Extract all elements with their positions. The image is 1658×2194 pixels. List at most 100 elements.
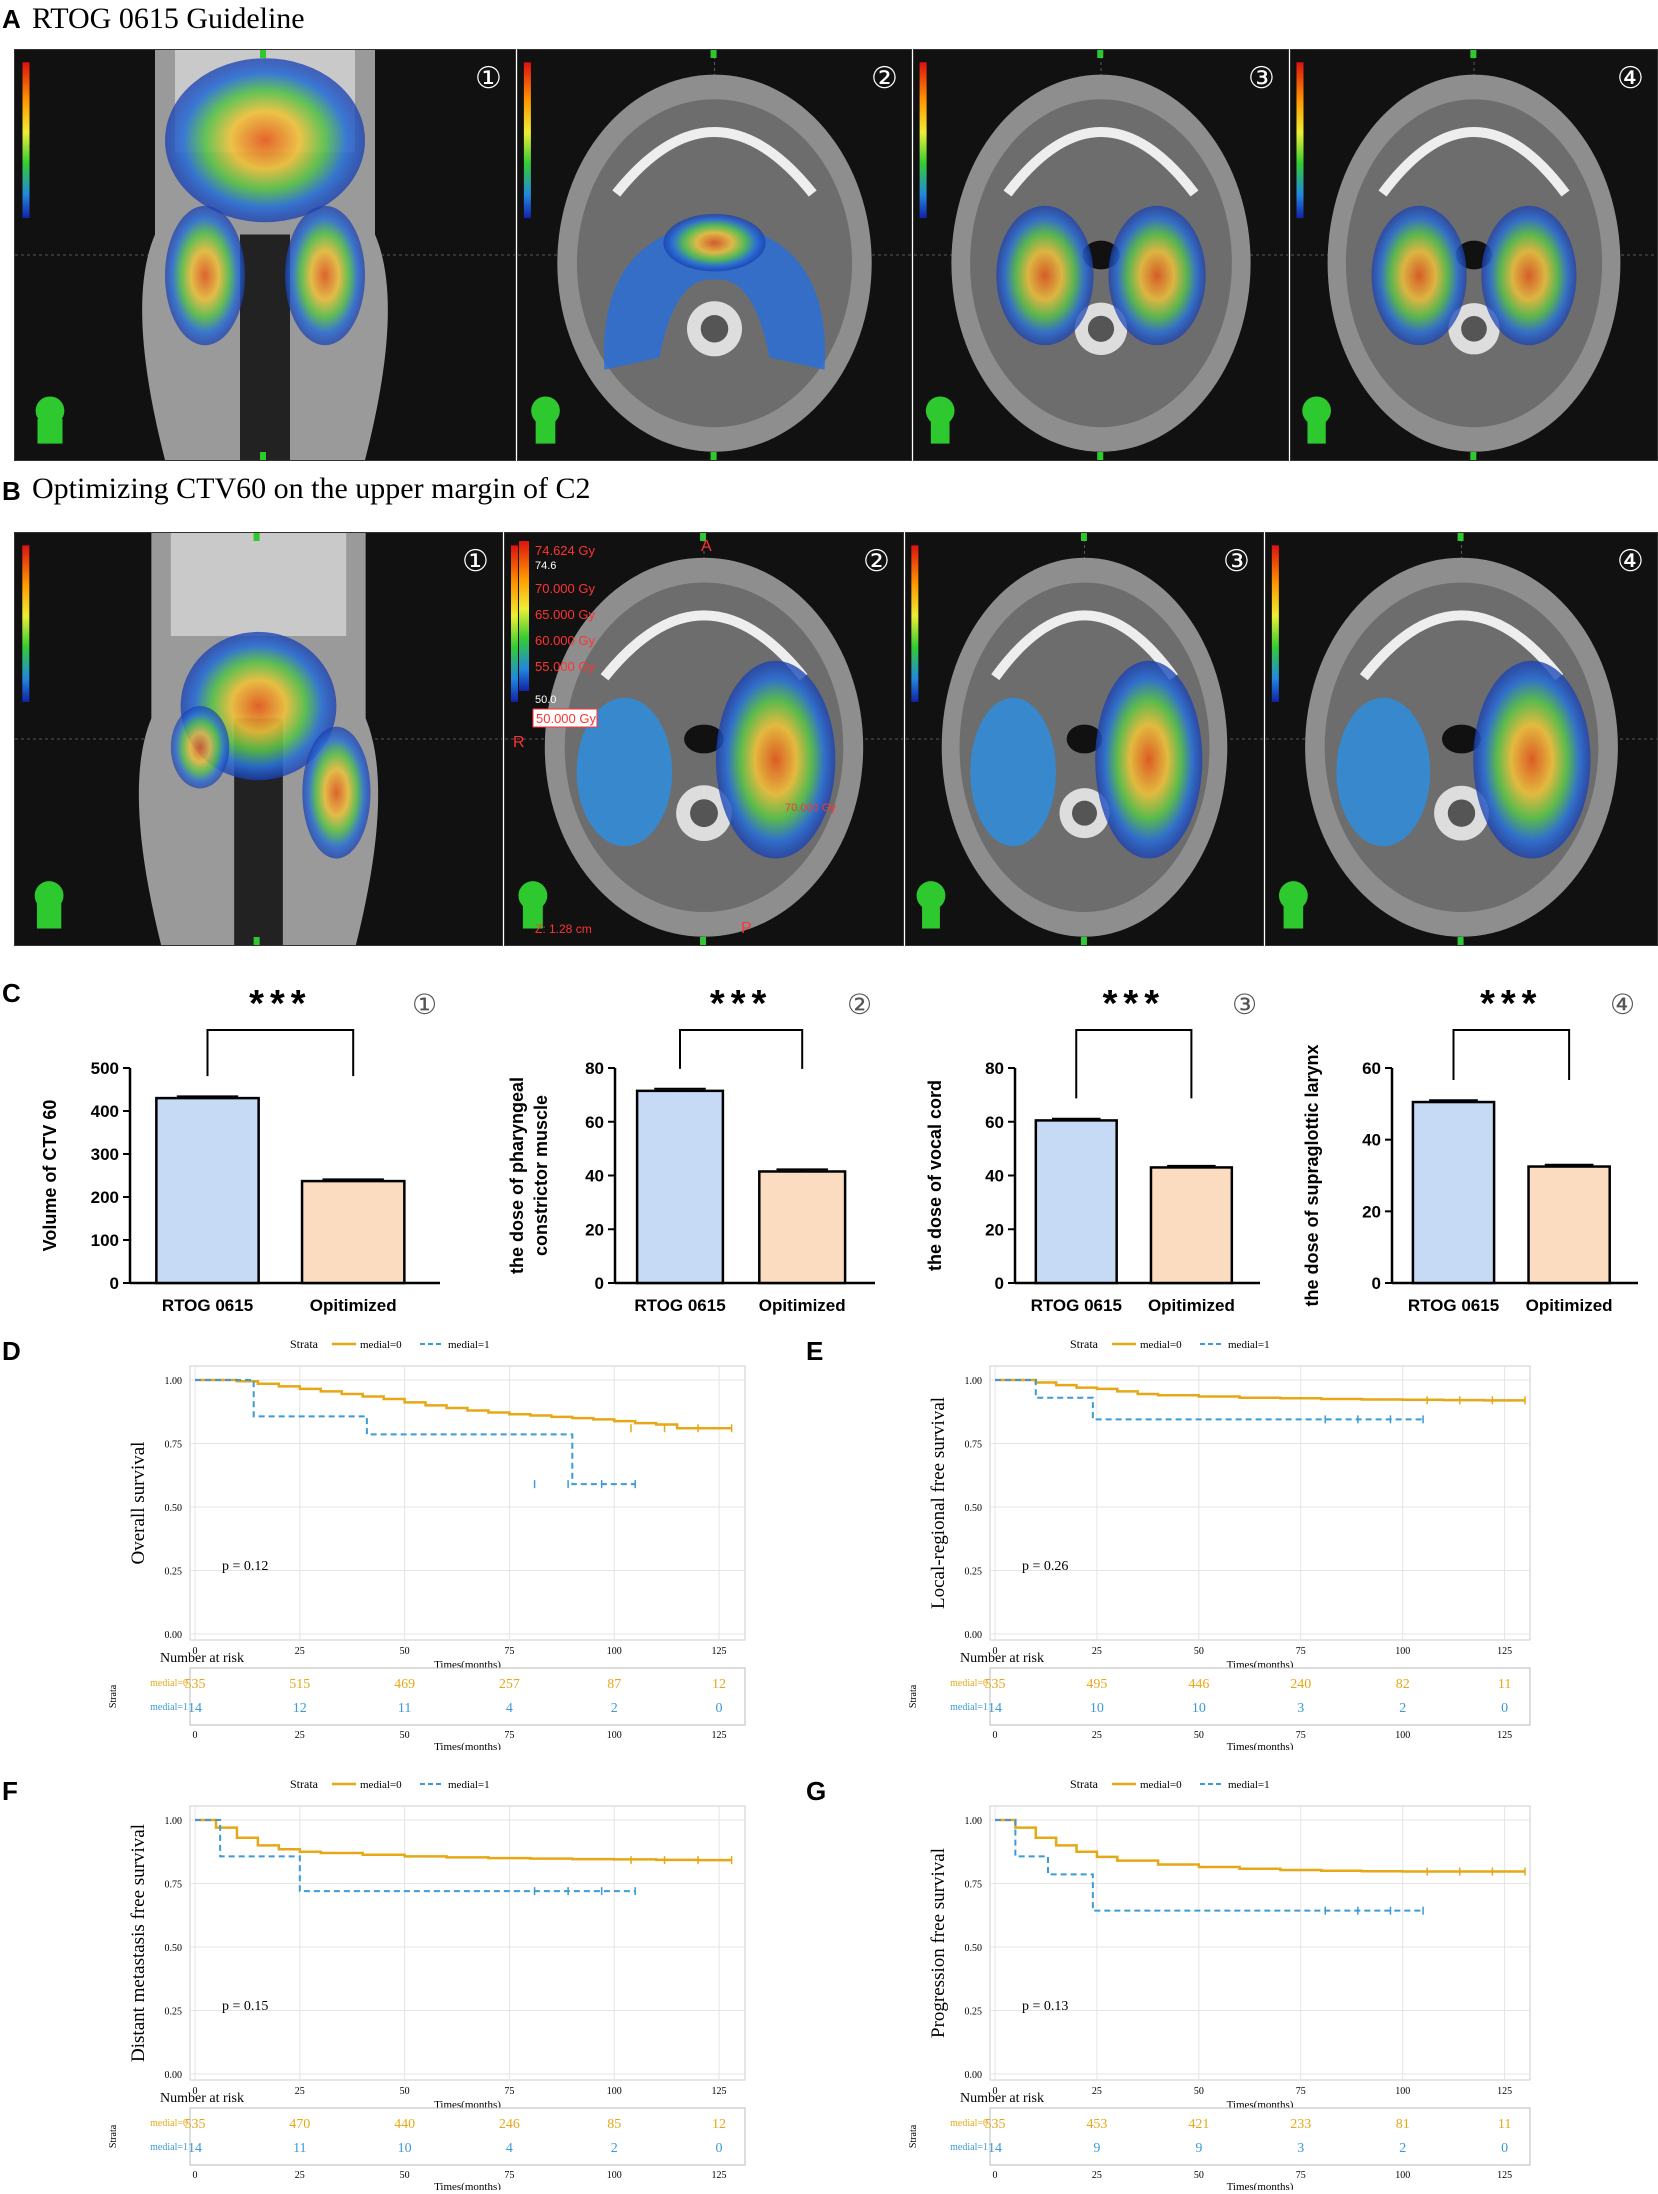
mandible bbox=[1378, 127, 1570, 197]
legend-top: 74.6 bbox=[535, 560, 556, 572]
risk-x-tick: 50 bbox=[400, 2170, 410, 2181]
risk-x-tick: 50 bbox=[400, 1730, 410, 1741]
risk-count-medial-1: 9 bbox=[1195, 2141, 1202, 2156]
y-tick-label: 0 bbox=[1372, 1274, 1381, 1293]
significance-stars: *** bbox=[710, 983, 772, 1025]
x-tick-label: 25 bbox=[1092, 2086, 1102, 2097]
x-tick-label: 0 bbox=[993, 1646, 998, 1657]
y-tick-label: 0 bbox=[110, 1274, 119, 1293]
y-tick-label: 0.75 bbox=[165, 1440, 183, 1451]
orientation-tick bbox=[253, 937, 260, 945]
y-tick-label: 40 bbox=[585, 1167, 604, 1186]
risk-x-tick: 100 bbox=[607, 1730, 622, 1741]
panel-label: G bbox=[806, 1776, 826, 1806]
patient-orientation-icon bbox=[930, 419, 950, 444]
dose-cloud bbox=[165, 58, 365, 223]
bar-chart-4: 0 20 40 60 the dose of supraglottic larynx RT… bbox=[1302, 983, 1638, 1315]
airway bbox=[684, 724, 724, 754]
significance-bracket bbox=[679, 1029, 804, 1069]
x-tick-label: 0 bbox=[193, 2086, 198, 2097]
patient-orientation-icon bbox=[37, 419, 63, 444]
y-axis-label: the dose of supraglottic larynx bbox=[1302, 1044, 1322, 1306]
plot-area bbox=[989, 1805, 1531, 2081]
dose-legend-bar bbox=[22, 545, 30, 702]
panel-label: E bbox=[806, 1336, 823, 1366]
z-position: Z: 1.28 cm bbox=[535, 922, 592, 936]
y-tick-label: 100 bbox=[91, 1231, 119, 1250]
strata-title: Strata bbox=[1070, 1777, 1099, 1791]
orientation-tick bbox=[260, 50, 266, 58]
risk-count-medial-1: 14 bbox=[988, 1701, 1002, 1716]
risk-x-label: Times(months) bbox=[434, 2181, 501, 2190]
panel-b-ct-svg-1: ① bbox=[15, 533, 502, 945]
strata-title: Strata bbox=[290, 1337, 319, 1351]
dose-legend-bar bbox=[1271, 545, 1279, 702]
bar-opitimized bbox=[300, 1179, 406, 1285]
risk-table-title: Number at risk bbox=[160, 1651, 244, 1666]
y-tick-label: 0.50 bbox=[165, 1503, 183, 1514]
dose-spot-label: 70.000 Gy bbox=[785, 802, 836, 814]
x-tick-label: 25 bbox=[295, 1646, 305, 1657]
bar-rtog-0615 bbox=[155, 1096, 260, 1285]
risk-x-tick: 100 bbox=[1395, 2170, 1410, 2181]
plot-area bbox=[989, 1365, 1531, 1641]
panel-a-marker-1: ① bbox=[475, 61, 502, 96]
risk-count-medial-0: 246 bbox=[499, 2117, 520, 2132]
y-tick-label: 1.00 bbox=[165, 1376, 183, 1387]
x-tick-label: 125 bbox=[1497, 2086, 1512, 2097]
risk-count-medial-1: 4 bbox=[506, 2141, 513, 2156]
chart-marker: ② bbox=[847, 988, 872, 1021]
risk-x-tick: 75 bbox=[504, 1730, 514, 1741]
x-tick-label: 50 bbox=[1194, 2086, 1204, 2097]
legend-medial-1: medial=1 bbox=[448, 1339, 490, 1351]
y-tick-label: 20 bbox=[585, 1220, 604, 1239]
y-tick-label: 0.00 bbox=[165, 2070, 183, 2081]
risk-row-label-medial-1: medial=1 bbox=[150, 2142, 188, 2153]
dose-legend-bar bbox=[1296, 62, 1304, 219]
risk-count-medial-1: 12 bbox=[293, 1701, 307, 1716]
dose-cloud bbox=[165, 205, 245, 346]
risk-count-medial-0: 12 bbox=[712, 1677, 726, 1692]
risk-count-medial-1: 14 bbox=[188, 2141, 202, 2156]
dose-cloud bbox=[302, 726, 371, 859]
risk-row-label-medial-1: medial=1 bbox=[950, 2142, 988, 2153]
dose-legend-bar bbox=[911, 545, 919, 702]
km-curve-medial-1 bbox=[995, 1379, 1424, 1421]
x-tick-label: 50 bbox=[400, 1646, 410, 1657]
panel-a-ct-image-2: ② bbox=[517, 49, 912, 461]
km-curve-medial-1 bbox=[195, 1819, 636, 1893]
panel-a-ct-svg-2: ② bbox=[518, 50, 911, 460]
significance-bracket bbox=[206, 1029, 355, 1077]
mandible bbox=[991, 610, 1178, 681]
risk-x-tick: 75 bbox=[1296, 2170, 1306, 2181]
risk-count-medial-0: 440 bbox=[394, 2117, 415, 2132]
chart-marker: ③ bbox=[1232, 988, 1257, 1021]
patient-orientation-icon bbox=[522, 903, 543, 929]
panel-a-ct-image-3: ③ bbox=[913, 49, 1289, 461]
plot-area bbox=[189, 1365, 746, 1641]
spinal-canal bbox=[700, 315, 729, 343]
y-tick-label: 200 bbox=[91, 1188, 119, 1207]
y-axis-label: the dose of vocal cord bbox=[925, 1080, 945, 1271]
risk-count-medial-1: 3 bbox=[1297, 2141, 1304, 2156]
y-tick-label: 0.75 bbox=[965, 1880, 983, 1891]
panel-b-ct-svg-3: ③ bbox=[906, 533, 1263, 945]
y-tick-label: 60 bbox=[585, 1113, 604, 1132]
patient-orientation-icon bbox=[535, 419, 556, 444]
patient-orientation-icon bbox=[531, 396, 560, 426]
risk-count-medial-0: 446 bbox=[1188, 1677, 1209, 1692]
anterior-label: A bbox=[701, 538, 712, 555]
patient-orientation-icon bbox=[922, 903, 940, 929]
dose-cloud bbox=[996, 205, 1094, 346]
patient-orientation-icon bbox=[36, 903, 62, 929]
dose-cloud bbox=[1108, 205, 1206, 346]
y-tick-label: 80 bbox=[585, 1059, 604, 1078]
legend-low: 50.0 bbox=[535, 694, 556, 706]
panel-a-marker-4: ④ bbox=[1617, 61, 1644, 96]
panel-b-ct-image-1: ① bbox=[14, 532, 503, 946]
orientation-tick bbox=[1470, 50, 1477, 58]
risk-x-tick: 125 bbox=[712, 1730, 727, 1741]
panel-a-marker-2: ② bbox=[871, 61, 898, 96]
panel-a-ct-svg-3: ③ bbox=[914, 50, 1288, 460]
patient-orientation-icon bbox=[518, 881, 548, 910]
